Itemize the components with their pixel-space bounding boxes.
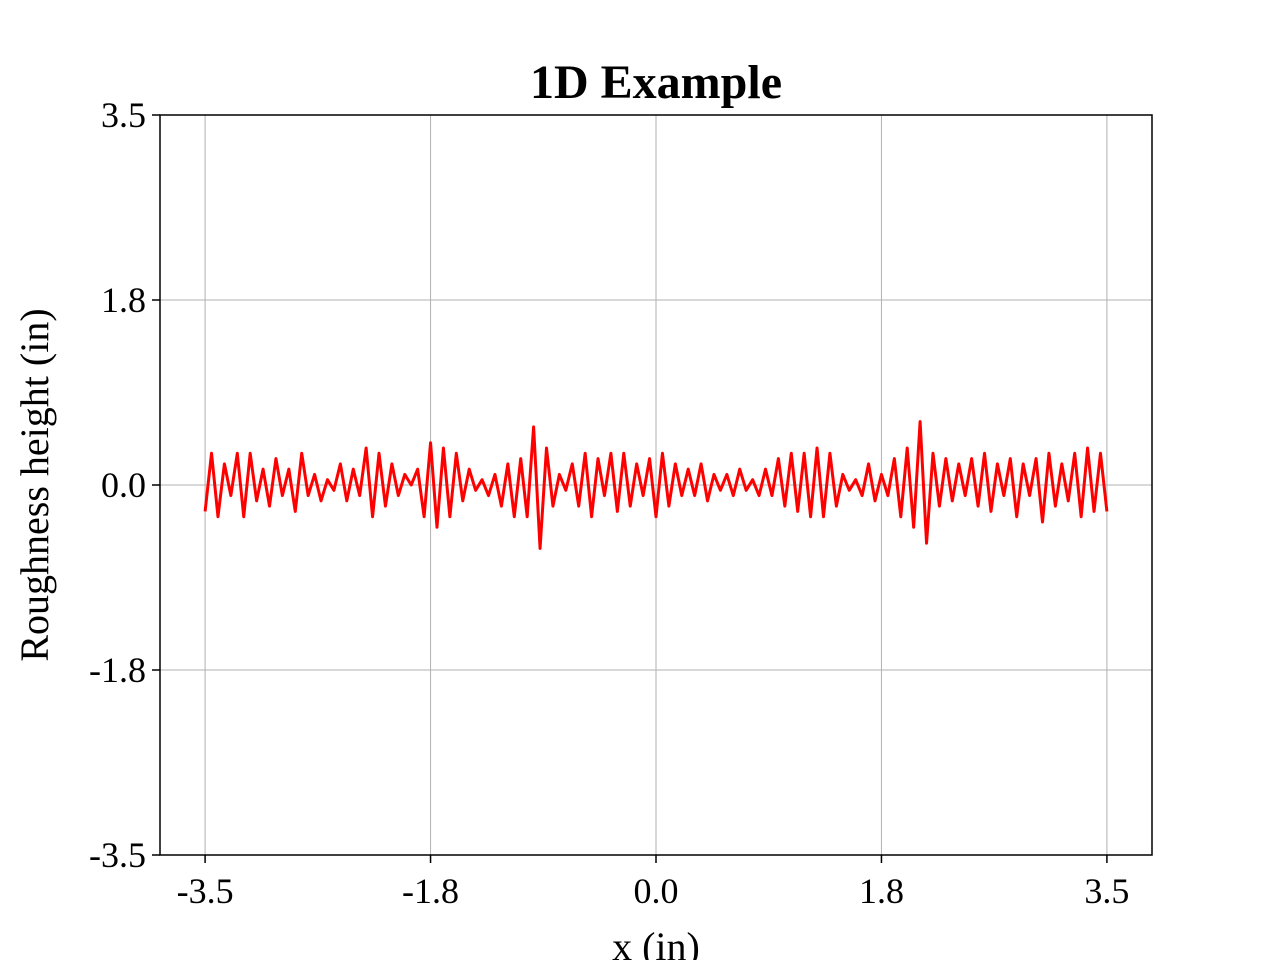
y-tick-label: 0.0 — [101, 465, 146, 505]
y-axis-label: Roughness height (in) — [12, 308, 57, 661]
x-axis-label: x (in) — [612, 924, 700, 960]
x-tick-label: 3.5 — [1084, 871, 1129, 911]
x-tick-label: 1.8 — [859, 871, 904, 911]
data-line — [203, 420, 1109, 550]
y-tick-label: 3.5 — [101, 95, 146, 135]
x-tick-label: -1.8 — [402, 871, 459, 911]
y-tick-label: 1.8 — [101, 280, 146, 320]
plot-frame — [159, 114, 1153, 856]
y-tick-label: -1.8 — [89, 650, 146, 690]
x-tick-label: 0.0 — [634, 871, 679, 911]
x-tick-label: -3.5 — [177, 871, 234, 911]
y-tick-label: -3.5 — [89, 835, 146, 875]
chart-title: 1D Example — [530, 56, 782, 109]
